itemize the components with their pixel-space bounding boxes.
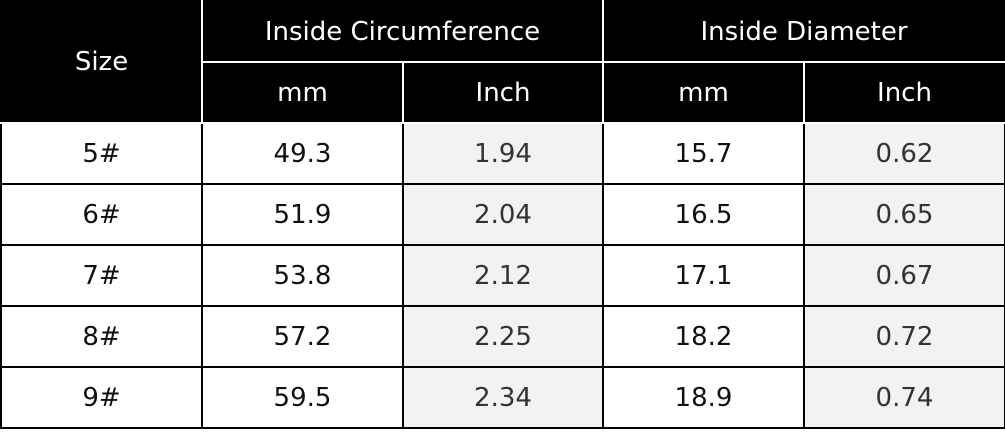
size-cell: 6# xyxy=(0,183,203,246)
value-cell: 0.65 xyxy=(803,183,1005,246)
value-cell: 53.8 xyxy=(201,244,404,307)
unit-header: Inch xyxy=(402,61,604,124)
value-cell: 2.12 xyxy=(402,244,604,307)
value-cell: 2.04 xyxy=(402,183,604,246)
table-row: 6# 51.9 2.04 16.5 0.65 xyxy=(0,183,1005,246)
table-body: 5# 49.3 1.94 15.7 0.62 6# 51.9 2.04 16.5 0.65 7# 53… xyxy=(0,122,1005,429)
header-row: mm Inch mm Inch xyxy=(1,61,1005,124)
value-cell: 18.9 xyxy=(602,366,805,429)
value-cell: 51.9 xyxy=(201,183,404,246)
value-cell: 16.5 xyxy=(602,183,805,246)
value-cell: 0.67 xyxy=(803,244,1005,307)
unit-header: mm xyxy=(201,61,404,124)
table-row: 9# 59.5 2.34 18.9 0.74 xyxy=(0,366,1005,429)
value-cell: 59.5 xyxy=(201,366,404,429)
size-cell: 5# xyxy=(0,122,203,185)
group-header: Inside Diameter xyxy=(602,0,1005,63)
table-row: 5# 49.3 1.94 15.7 0.62 xyxy=(0,122,1005,185)
size-table: Size Inside Circumference Inside Diameter m… xyxy=(0,0,1005,429)
value-cell: 2.34 xyxy=(402,366,604,429)
table-row: 7# 53.8 2.12 17.1 0.67 xyxy=(0,244,1005,307)
value-cell: 18.2 xyxy=(602,305,805,368)
value-cell: 15.7 xyxy=(602,122,805,185)
size-header: Size xyxy=(0,0,203,124)
value-cell: 0.62 xyxy=(803,122,1005,185)
value-cell: 0.74 xyxy=(803,366,1005,429)
unit-header: Inch xyxy=(803,61,1005,124)
table-header: Size Inside Circumference Inside Diameter m… xyxy=(0,0,1005,124)
table-row: 8# 57.2 2.25 18.2 0.72 xyxy=(0,305,1005,368)
value-cell: 1.94 xyxy=(402,122,604,185)
size-cell: 8# xyxy=(0,305,203,368)
value-cell: 0.72 xyxy=(803,305,1005,368)
value-cell: 2.25 xyxy=(402,305,604,368)
size-cell: 7# xyxy=(0,244,203,307)
group-header: Inside Circumference xyxy=(201,0,604,63)
header-row: Size Inside Circumference Inside Diameter xyxy=(0,0,1005,124)
value-cell: 49.3 xyxy=(201,122,404,185)
unit-header: mm xyxy=(602,61,805,124)
value-cell: 57.2 xyxy=(201,305,404,368)
value-cell: 17.1 xyxy=(602,244,805,307)
size-cell: 9# xyxy=(0,366,203,429)
